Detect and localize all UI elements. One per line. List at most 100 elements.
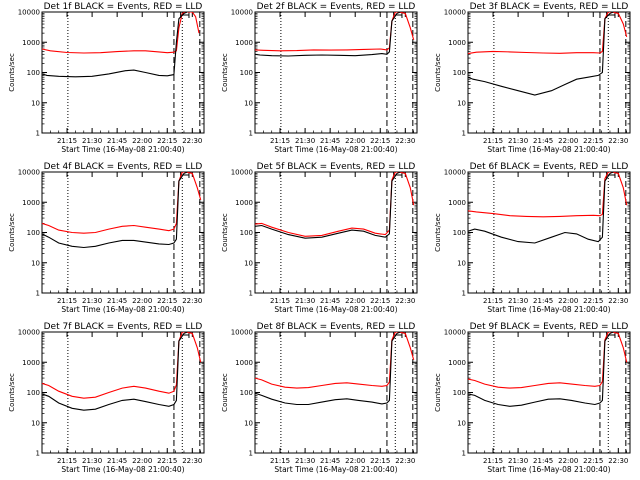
- plot-frame: [41, 11, 205, 134]
- x-tick-label: 21:15: [57, 457, 77, 465]
- x-tick-label: 21:45: [320, 137, 340, 145]
- events-series-line: [255, 332, 401, 406]
- x-tick-label: 22:00: [345, 137, 365, 145]
- x-tick-label: 22:15: [157, 137, 177, 145]
- plot-frame: [467, 11, 631, 134]
- y-axis-label: Counts/sec: [8, 53, 16, 92]
- plot-panel-7: Det 7f BLACK = Events, RED = LLD 1 10 100 10…: [8, 322, 205, 474]
- x-tick-label: 21:45: [533, 297, 553, 305]
- x-axis-label: Start Time (16-May-08 21:00:40): [487, 145, 610, 154]
- x-tick-label: 21:30: [295, 297, 315, 305]
- x-tick-label: 21:45: [320, 457, 340, 465]
- y-tick-label: 10: [244, 99, 253, 107]
- lld-series-line: [42, 332, 202, 399]
- y-tick-label: 1000: [22, 359, 40, 367]
- panel-title: Det 2f BLACK = Events, RED = LLD: [257, 2, 416, 12]
- x-tick-label: 21:15: [57, 297, 77, 305]
- lld-series-line: [42, 12, 200, 54]
- plot-panel-4: Det 4f BLACK = Events, RED = LLD 1 10 100 10…: [8, 162, 205, 314]
- lld-series-line: [255, 12, 415, 52]
- y-tick-label: 10000: [18, 169, 40, 177]
- panel-title: Det 6f BLACK = Events, RED = LLD: [470, 162, 629, 172]
- y-tick-label: 100: [240, 69, 253, 77]
- x-tick-label: 21:15: [270, 297, 290, 305]
- events-series-line: [468, 172, 614, 244]
- x-tick-label: 22:30: [182, 457, 202, 465]
- panel-title: Det 7f BLACK = Events, RED = LLD: [44, 322, 203, 332]
- x-tick-label: 22:00: [558, 137, 578, 145]
- x-tick-label: 22:15: [157, 297, 177, 305]
- y-tick-label: 1: [249, 450, 253, 458]
- lld-series-line: [468, 332, 628, 389]
- panel-title: Det 4f BLACK = Events, RED = LLD: [44, 162, 203, 172]
- y-tick-label: 100: [453, 229, 466, 237]
- panel-title: Det 5f BLACK = Events, RED = LLD: [257, 162, 416, 172]
- y-tick-label: 100: [453, 389, 466, 397]
- x-tick-label: 21:15: [270, 457, 290, 465]
- x-tick-label: 22:30: [182, 137, 202, 145]
- y-tick-label: 1: [36, 130, 40, 138]
- x-axis-label: Start Time (16-May-08 21:00:40): [61, 465, 184, 474]
- x-tick-label: 22:30: [608, 137, 628, 145]
- events-series-line: [468, 332, 614, 407]
- y-tick-label: 10000: [444, 9, 466, 17]
- panel-title: Det 8f BLACK = Events, RED = LLD: [257, 322, 416, 332]
- x-tick-label: 22:15: [370, 297, 390, 305]
- x-tick-label: 21:30: [295, 137, 315, 145]
- x-tick-label: 22:30: [395, 297, 415, 305]
- y-tick-label: 10: [31, 419, 40, 427]
- x-tick-label: 21:30: [82, 137, 102, 145]
- y-axis-label: Counts/sec: [221, 373, 229, 412]
- x-tick-label: 21:30: [82, 457, 102, 465]
- x-tick-label: 21:15: [483, 297, 503, 305]
- x-tick-label: 22:15: [370, 457, 390, 465]
- y-tick-label: 1: [249, 290, 253, 298]
- y-tick-label: 10: [31, 99, 40, 107]
- y-tick-label: 100: [453, 69, 466, 77]
- y-tick-label: 10: [457, 99, 466, 107]
- y-tick-label: 1: [36, 290, 40, 298]
- x-tick-label: 22:00: [132, 457, 152, 465]
- panel-title: Det 3f BLACK = Events, RED = LLD: [470, 2, 629, 12]
- x-tick-label: 22:00: [345, 297, 365, 305]
- plot-frame: [254, 11, 418, 134]
- events-series-line: [42, 172, 188, 249]
- y-axis-label: Counts/sec: [434, 373, 442, 412]
- lld-series-line: [468, 12, 628, 55]
- x-axis-label: Start Time (16-May-08 21:00:40): [61, 305, 184, 314]
- y-tick-label: 10000: [231, 9, 253, 17]
- x-tick-label: 21:45: [107, 297, 127, 305]
- y-tick-label: 1000: [235, 359, 253, 367]
- y-tick-label: 1000: [22, 39, 40, 47]
- events-series-line: [255, 12, 401, 57]
- y-tick-label: 1: [462, 450, 466, 458]
- x-tick-label: 22:15: [583, 297, 603, 305]
- x-axis-label: Start Time (16-May-08 21:00:40): [487, 305, 610, 314]
- y-axis-label: Counts/sec: [8, 213, 16, 252]
- lld-series-line: [42, 172, 202, 234]
- y-tick-label: 1000: [235, 199, 253, 207]
- y-axis-label: Counts/sec: [8, 373, 16, 412]
- x-tick-label: 22:15: [370, 137, 390, 145]
- plot-frame: [41, 331, 205, 454]
- x-tick-label: 21:45: [533, 137, 553, 145]
- x-tick-label: 21:30: [82, 297, 102, 305]
- x-tick-label: 22:30: [608, 297, 628, 305]
- y-tick-label: 1000: [448, 39, 466, 47]
- plot-panel-2: Det 2f BLACK = Events, RED = LLD 1 10 100 10…: [221, 2, 418, 154]
- plot-frame: [41, 171, 205, 294]
- y-tick-label: 100: [27, 69, 40, 77]
- x-tick-label: 21:30: [508, 137, 528, 145]
- x-tick-label: 21:15: [483, 457, 503, 465]
- x-tick-label: 22:00: [558, 297, 578, 305]
- plot-frame: [254, 331, 418, 454]
- x-axis-label: Start Time (16-May-08 21:00:40): [61, 145, 184, 154]
- y-tick-label: 1000: [235, 39, 253, 47]
- x-tick-label: 22:30: [395, 457, 415, 465]
- lld-series-line: [468, 172, 628, 218]
- x-tick-label: 22:30: [182, 297, 202, 305]
- y-tick-label: 10000: [18, 329, 40, 337]
- x-tick-label: 22:15: [157, 457, 177, 465]
- x-axis-label: Start Time (16-May-08 21:00:40): [274, 305, 397, 314]
- x-tick-label: 22:00: [132, 137, 152, 145]
